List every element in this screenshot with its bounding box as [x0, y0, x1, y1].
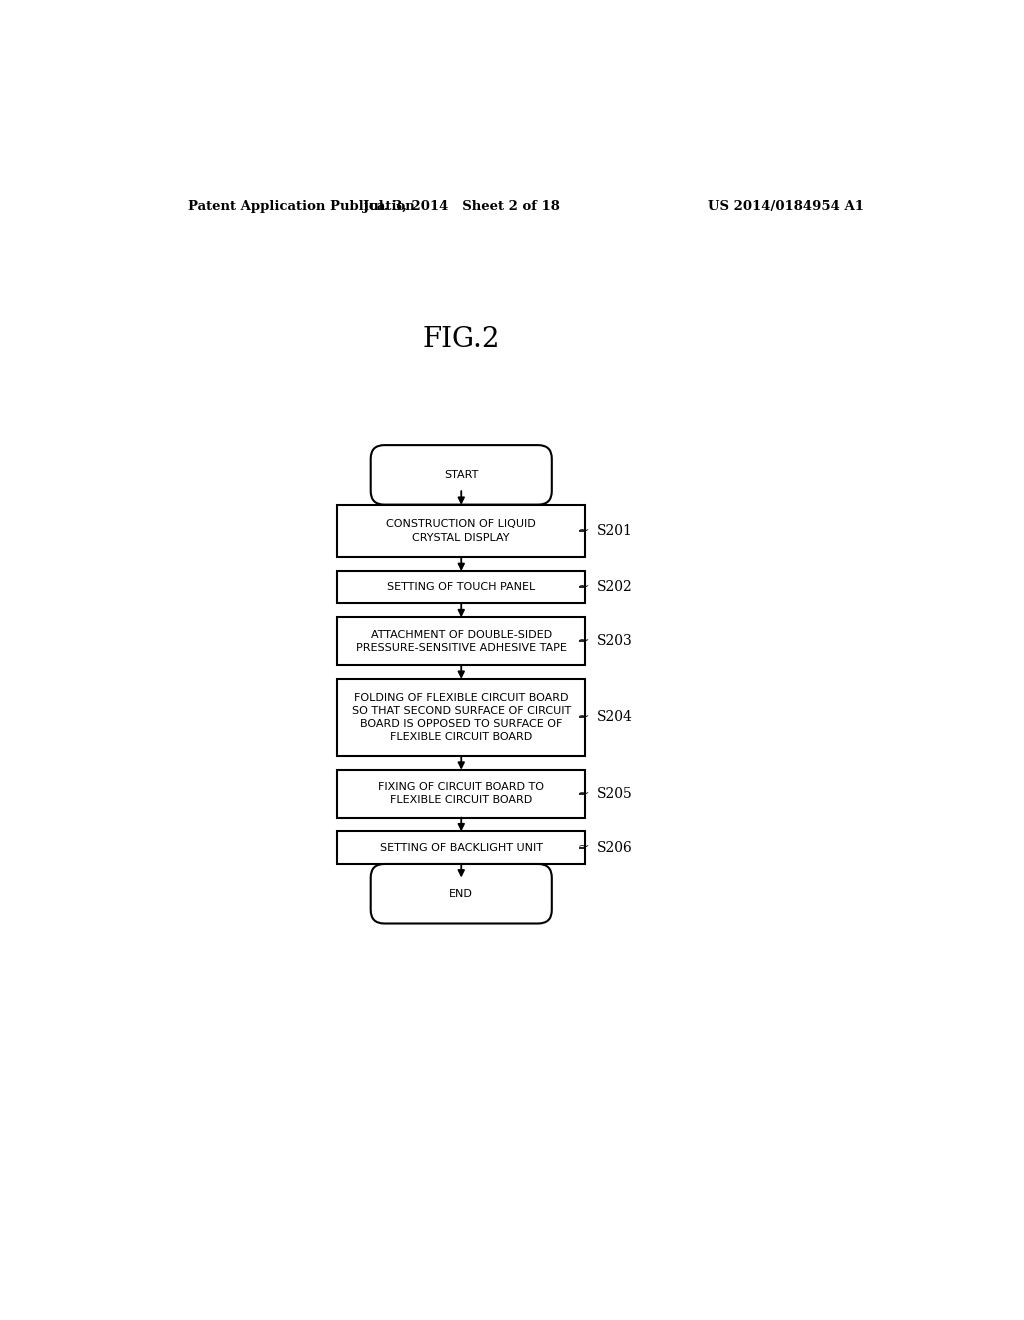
Text: ~: ~: [578, 710, 589, 725]
Text: FIG.2: FIG.2: [423, 326, 500, 352]
Text: S202: S202: [597, 581, 633, 594]
Text: ~: ~: [578, 787, 589, 801]
Text: US 2014/0184954 A1: US 2014/0184954 A1: [709, 199, 864, 213]
Bar: [337, 618, 586, 665]
Text: ATTACHMENT OF DOUBLE-SIDED
PRESSURE-SENSITIVE ADHESIVE TAPE: ATTACHMENT OF DOUBLE-SIDED PRESSURE-SENS…: [355, 630, 566, 653]
Text: FIXING OF CIRCUIT BOARD TO
FLEXIBLE CIRCUIT BOARD: FIXING OF CIRCUIT BOARD TO FLEXIBLE CIRC…: [378, 781, 544, 805]
Text: S201: S201: [597, 524, 633, 539]
Text: Patent Application Publication: Patent Application Publication: [188, 199, 415, 213]
Text: ~: ~: [578, 524, 589, 539]
Text: FOLDING OF FLEXIBLE CIRCUIT BOARD
SO THAT SECOND SURFACE OF CIRCUIT
BOARD IS OPP: FOLDING OF FLEXIBLE CIRCUIT BOARD SO THA…: [351, 693, 570, 742]
Bar: [337, 572, 586, 603]
Bar: [337, 832, 586, 863]
Text: S206: S206: [597, 841, 633, 854]
FancyBboxPatch shape: [371, 445, 552, 504]
Text: ~: ~: [578, 581, 589, 594]
Text: SETTING OF BACKLIGHT UNIT: SETTING OF BACKLIGHT UNIT: [380, 842, 543, 853]
Text: S203: S203: [597, 634, 633, 648]
Text: Jul. 3, 2014   Sheet 2 of 18: Jul. 3, 2014 Sheet 2 of 18: [362, 199, 560, 213]
FancyBboxPatch shape: [371, 865, 552, 924]
Bar: [337, 506, 586, 557]
Text: ~: ~: [578, 634, 589, 648]
Text: CONSTRUCTION OF LIQUID
CRYSTAL DISPLAY: CONSTRUCTION OF LIQUID CRYSTAL DISPLAY: [386, 520, 537, 543]
Text: S205: S205: [597, 787, 633, 801]
Text: S204: S204: [597, 710, 633, 725]
Text: START: START: [444, 470, 478, 480]
Bar: [337, 770, 586, 817]
Text: END: END: [450, 888, 473, 899]
Bar: [337, 678, 586, 756]
Text: ~: ~: [578, 841, 589, 854]
Text: SETTING OF TOUCH PANEL: SETTING OF TOUCH PANEL: [387, 582, 536, 593]
